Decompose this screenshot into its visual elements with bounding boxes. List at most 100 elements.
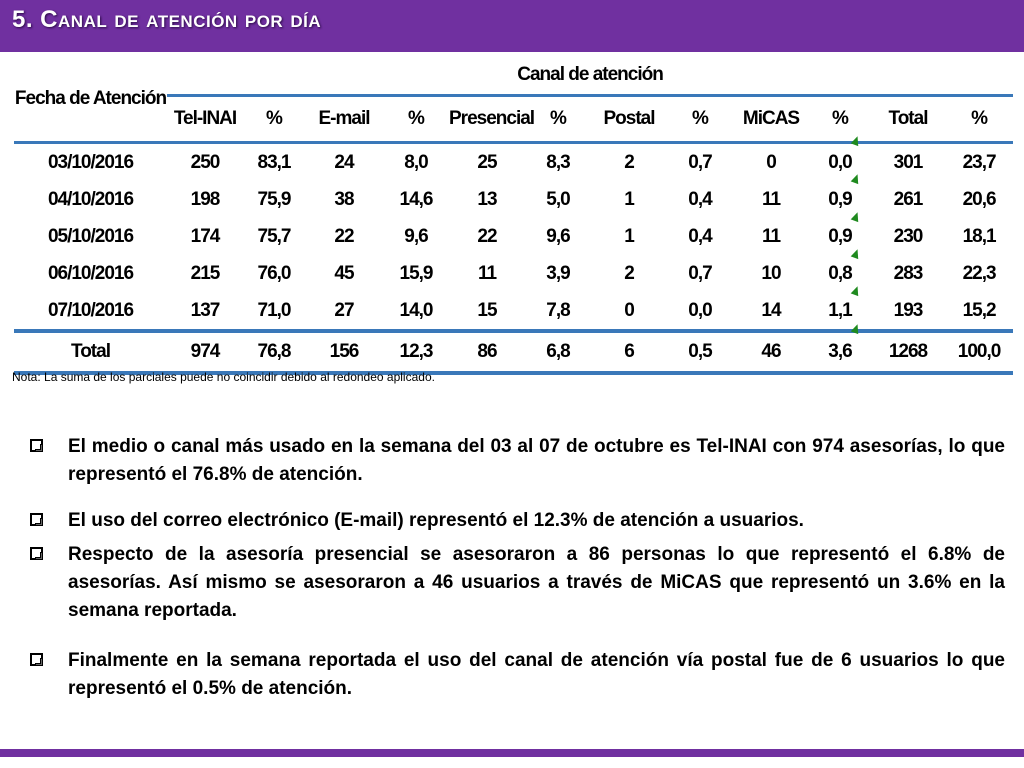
- table-cell: 0: [624, 299, 635, 321]
- table-cell: 11: [477, 262, 497, 284]
- table-cell: 27: [334, 299, 354, 321]
- bullet-item: El medio o canal más usado en la semana …: [30, 433, 1005, 489]
- table-cell: 13: [477, 188, 497, 210]
- checkbox-bullet-icon: [30, 439, 43, 452]
- bullet-text: El medio o canal más usado en la semana …: [68, 436, 1005, 485]
- checkbox-bullet-icon: [30, 547, 43, 560]
- table-row: 06/10/2016 215 76,0 45 15,9 11 3,9 2 0,7 10 0,8 283…: [14, 255, 1013, 292]
- table-cell: 15,2: [962, 299, 997, 321]
- row-date: 03/10/2016: [47, 151, 134, 173]
- bullet-item: El uso del correo electrónico (E-mail) r…: [30, 507, 1005, 535]
- footer-bar: [0, 749, 1024, 757]
- total-cell: 86: [449, 329, 525, 375]
- table-cell: 261: [893, 188, 924, 210]
- table-cell: 11: [761, 188, 781, 210]
- table-cell: 0,8: [828, 262, 852, 284]
- table-cell: 15,9: [399, 262, 434, 284]
- table-cell: 9,6: [546, 225, 570, 247]
- table-cell: 198: [190, 188, 221, 210]
- total-cell: 1268: [871, 329, 945, 375]
- table-cell: 10: [761, 262, 781, 284]
- table-cell: 25: [477, 151, 497, 173]
- channel-table-wrap: Fecha de Atención Canal de atención Tel-…: [14, 56, 1014, 375]
- table-cell: 8,3: [546, 151, 570, 173]
- table-cell: 22: [334, 225, 354, 247]
- total-cell: 76,8: [243, 329, 305, 375]
- table-cell: 14,0: [399, 299, 434, 321]
- table-cell: 24: [334, 151, 354, 173]
- total-cell: 6,8: [525, 329, 591, 375]
- table-cell: 0,7: [688, 262, 712, 284]
- table-cell: 215: [190, 262, 221, 284]
- table-cell: 0,9: [828, 188, 852, 210]
- table-cell: 22,3: [962, 262, 997, 284]
- column-header-row: Tel-INAI% E-mail% Presencial% Postal% MiCAS%…: [14, 94, 1014, 143]
- column-header: Presencial: [449, 94, 535, 143]
- table-cell: 137: [190, 299, 221, 321]
- table-note: Nota: La suma de los parciales puede no …: [12, 370, 435, 384]
- row-date: 06/10/2016: [47, 262, 134, 284]
- checkbox-bullet-icon: [30, 513, 43, 526]
- column-header: MiCAS: [733, 94, 809, 143]
- table-cell: 174: [190, 225, 221, 247]
- total-cell: 46: [733, 329, 809, 375]
- table-cell: 193: [893, 299, 924, 321]
- group-header: Canal de atención: [517, 64, 664, 85]
- bullet-text: Respecto de la asesoría presencial se as…: [68, 544, 1005, 621]
- table-cell: 14: [761, 299, 781, 321]
- bullet-item: Respecto de la asesoría presencial se as…: [30, 541, 1005, 625]
- total-cell: 156: [305, 329, 383, 375]
- column-header: E-mail: [305, 94, 383, 143]
- column-header: Postal: [591, 94, 667, 143]
- column-header: %: [809, 94, 871, 143]
- table-body: 03/10/2016 250 83,1 24 8,0 25 8,3 2 0,7 0 0,0 301 23…: [14, 143, 1014, 375]
- table-cell: 0,0: [688, 299, 712, 321]
- table-cell: 76,0: [257, 262, 292, 284]
- table-cell: 230: [893, 225, 924, 247]
- total-label: Total: [14, 329, 167, 375]
- table-cell: 1: [624, 225, 635, 247]
- table-row: 07/10/2016 137 71,0 27 14,0 15 7,8 0 0,0 14 1,1 193…: [14, 292, 1013, 331]
- header-bar: 5. Canal de atención por día: [0, 0, 1024, 52]
- total-cell: 3,6: [809, 329, 871, 375]
- table-cell: 45: [334, 262, 354, 284]
- table-cell: 38: [334, 188, 354, 210]
- row-date: 07/10/2016: [47, 299, 134, 321]
- table-cell: 2: [624, 262, 635, 284]
- table-cell: 75,7: [257, 225, 292, 247]
- column-header: %: [667, 94, 733, 143]
- row-date: 05/10/2016: [47, 225, 134, 247]
- table-cell: 1: [624, 188, 635, 210]
- total-cell: 100,0: [945, 329, 1014, 375]
- table-cell: 15: [477, 299, 497, 321]
- total-row: Total 974 76,8 156 12,3 86 6,8 6 0,5 46 3,6 1268 100…: [14, 329, 1014, 375]
- table-row: 03/10/2016 250 83,1 24 8,0 25 8,3 2 0,7 0 0,0 301 23…: [14, 143, 1013, 182]
- column-header: %: [243, 94, 305, 143]
- table-cell: 0,9: [828, 225, 852, 247]
- bullet-text: El uso del correo electrónico (E-mail) r…: [68, 510, 804, 531]
- total-cell: 6: [591, 329, 667, 375]
- table-cell: 8,0: [404, 151, 428, 173]
- row-date: 04/10/2016: [47, 188, 134, 210]
- table-cell: 9,6: [404, 225, 428, 247]
- table-cell: 75,9: [257, 188, 292, 210]
- bullet-text: Finalmente en la semana reportada el uso…: [68, 650, 1005, 699]
- table-cell: 301: [893, 151, 924, 173]
- bullet-list: El medio o canal más usado en la semana …: [30, 433, 1005, 703]
- table-cell: 23,7: [962, 151, 997, 173]
- table-cell: 0,0: [828, 151, 852, 173]
- table-cell: 0,4: [688, 225, 712, 247]
- table-cell: 14,6: [399, 188, 434, 210]
- table-cell: 18,1: [962, 225, 997, 247]
- column-header: Total: [871, 94, 945, 143]
- table-cell: 71,0: [257, 299, 292, 321]
- total-cell: 0,5: [667, 329, 733, 375]
- slide-title: 5. Canal de atención por día: [12, 6, 322, 33]
- table-cell: 0: [766, 151, 777, 173]
- column-header: %: [525, 94, 591, 143]
- table-cell: 250: [190, 151, 221, 173]
- table-cell: 22: [477, 225, 497, 247]
- table-cell: 1,1: [828, 299, 852, 321]
- table-cell: 3,9: [546, 262, 570, 284]
- table-cell: 0,4: [688, 188, 712, 210]
